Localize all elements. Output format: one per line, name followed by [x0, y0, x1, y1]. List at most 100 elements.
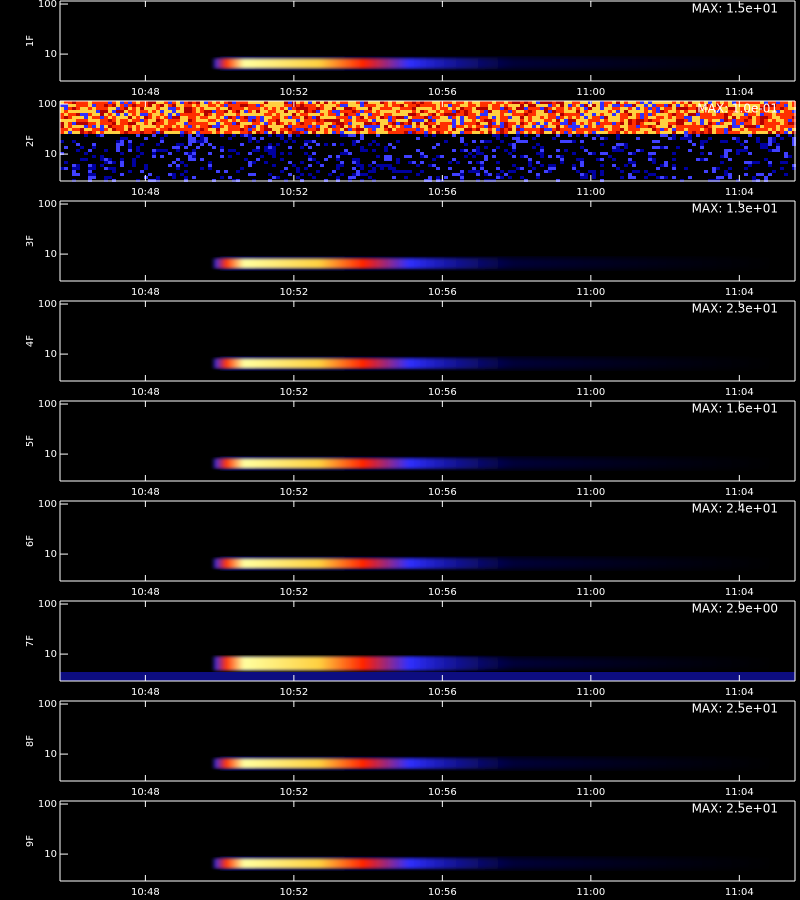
pixel [104, 110, 108, 113]
pixel [688, 149, 692, 152]
pixel [652, 119, 656, 122]
pixel [116, 110, 120, 113]
pixel [548, 167, 552, 170]
pixel [676, 104, 680, 107]
pixel [544, 116, 548, 119]
pixel [344, 119, 348, 122]
pixel [372, 128, 376, 131]
pixel [412, 119, 416, 122]
pixel [544, 104, 548, 107]
pixel [416, 119, 420, 122]
pixel [328, 128, 332, 131]
pixel [720, 104, 724, 107]
pixel [556, 155, 560, 158]
pixel [580, 125, 584, 128]
pixel [268, 122, 272, 125]
pixel [220, 119, 224, 122]
pixel [204, 131, 208, 134]
pixel [548, 155, 552, 158]
pixel [480, 140, 484, 143]
pixel [420, 113, 424, 116]
pixel [312, 140, 316, 143]
pixel [596, 158, 600, 161]
pixel [204, 101, 208, 104]
pixel [208, 113, 212, 116]
pixel [472, 131, 476, 134]
pixel [432, 158, 436, 161]
pixel [240, 143, 244, 146]
pixel [368, 131, 372, 134]
pixel [184, 122, 188, 125]
pixel [600, 152, 604, 155]
pixel [368, 110, 372, 113]
pixel [628, 158, 632, 161]
pixel [292, 107, 296, 110]
pixel [64, 122, 68, 125]
pixel [472, 101, 476, 104]
pixel [180, 110, 184, 113]
pixel [324, 104, 328, 107]
pixel [148, 113, 152, 116]
pixel [268, 110, 272, 113]
pixel [644, 131, 648, 134]
pixel [616, 146, 620, 149]
pixel [736, 107, 740, 110]
pixel [520, 110, 524, 113]
pixel [172, 122, 176, 125]
pixel [652, 122, 656, 125]
pixel [532, 119, 536, 122]
pixel [444, 119, 448, 122]
pixel [536, 134, 540, 137]
pixel [220, 107, 224, 110]
pixel [516, 116, 520, 119]
pixel [392, 146, 396, 149]
pixel [248, 113, 252, 116]
pixel [244, 125, 248, 128]
pixel [152, 134, 156, 137]
pixel [204, 125, 208, 128]
pixel [532, 131, 536, 134]
pixel [772, 116, 776, 119]
pixel [304, 125, 308, 128]
pixel [580, 131, 584, 134]
pixel [336, 167, 340, 170]
max-annotation: MAX: 2.4e+01 [692, 502, 778, 516]
pixel [148, 122, 152, 125]
pixel [128, 122, 132, 125]
pixel [96, 128, 100, 131]
pixel [408, 113, 412, 116]
pixel [628, 119, 632, 122]
pixel [624, 107, 628, 110]
pixel [704, 122, 708, 125]
pixel [60, 122, 64, 125]
pixel [176, 110, 180, 113]
pixel [496, 131, 500, 134]
pixel [664, 116, 668, 119]
pixel [608, 155, 612, 158]
pixel [564, 131, 568, 134]
pixel [188, 137, 192, 140]
pixel [288, 173, 292, 176]
pixel [400, 101, 404, 104]
pixel [496, 104, 500, 107]
pixel [620, 122, 624, 125]
pixel [396, 116, 400, 119]
pixel [412, 104, 416, 107]
pixel [696, 158, 700, 161]
pixel [404, 113, 408, 116]
pixel [176, 164, 180, 167]
pixel [276, 107, 280, 110]
y-tick-label: 10 [44, 449, 57, 460]
pixel [472, 116, 476, 119]
pixel [616, 107, 620, 110]
pixel [276, 134, 280, 137]
pixel [388, 131, 392, 134]
pixel [340, 107, 344, 110]
pixel [744, 146, 748, 149]
pixel [224, 170, 228, 173]
pixel [120, 140, 124, 143]
pixel [484, 122, 488, 125]
pixel [352, 131, 356, 134]
pixel [732, 107, 736, 110]
pixel [152, 125, 156, 128]
